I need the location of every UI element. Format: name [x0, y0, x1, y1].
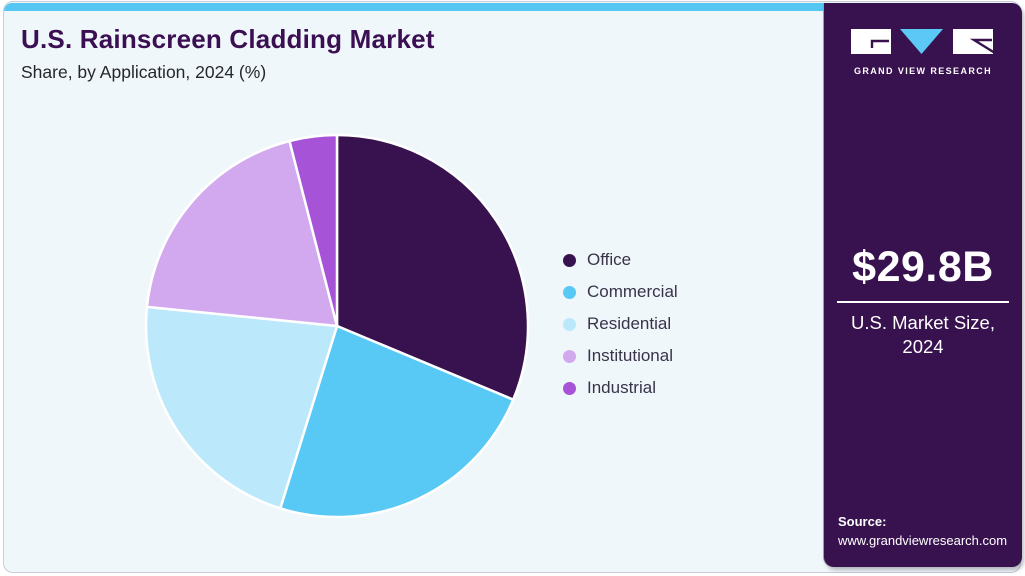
pie-slice-residential: [144, 305, 339, 510]
page-title: U.S. Rainscreen Cladding Market: [21, 24, 435, 54]
pie-slice-industrial: [288, 133, 339, 328]
brand-name: GRAND VIEW RESEARCH: [853, 66, 993, 76]
legend-dot-icon: [563, 349, 576, 363]
pie-slice-institutional: [145, 139, 339, 328]
pie-slice-office: [335, 133, 530, 401]
source-label: Source:: [838, 514, 887, 530]
market-size-value: $29.8B: [852, 243, 994, 291]
legend-label: Office: [587, 250, 632, 269]
divider: [837, 301, 1009, 303]
source-block: Source: www.grandviewresearch.com: [838, 513, 1007, 551]
gvr-logo-icon: [851, 29, 996, 55]
source-url[interactable]: www.grandviewresearch.com: [838, 533, 1008, 549]
legend-label: Industrial: [587, 378, 656, 397]
market-size-label: U.S. Market Size, 2024: [851, 312, 995, 358]
legend-dot-icon: [563, 381, 576, 395]
header: U.S. Rainscreen Cladding Market Share, b…: [21, 24, 435, 83]
legend-label: Institutional: [587, 346, 673, 365]
pie-chart-svg: [144, 133, 530, 519]
market-size-callout: $29.8B U.S. Market Size, 2024: [824, 243, 1022, 360]
legend-item-residential: Residential: [563, 314, 678, 334]
gvr-logo: GRAND VIEW RESEARCH: [824, 27, 1022, 76]
legend-label: Residential: [587, 314, 672, 333]
sidebar: GRAND VIEW RESEARCH $29.8B U.S. Market S…: [824, 3, 1022, 567]
logo-v-mark-icon: [900, 29, 943, 54]
top-accent-bar: [4, 3, 824, 11]
legend-label: Commercial: [587, 282, 678, 301]
legend-item-industrial: Industrial: [563, 378, 678, 398]
legend: Office Commercial Residential Institutio…: [563, 250, 678, 410]
legend-item-institutional: Institutional: [563, 346, 678, 366]
legend-dot-icon: [563, 285, 576, 299]
legend-item-office: Office: [563, 250, 678, 270]
pie-chart: [137, 126, 537, 526]
legend-item-commercial: Commercial: [563, 282, 678, 302]
legend-dot-icon: [563, 253, 576, 267]
page-subtitle: Share, by Application, 2024 (%): [21, 62, 267, 82]
logo-r-mark-icon: [953, 29, 993, 54]
legend-dot-icon: [563, 317, 576, 331]
pie-slice-commercial: [279, 324, 515, 519]
